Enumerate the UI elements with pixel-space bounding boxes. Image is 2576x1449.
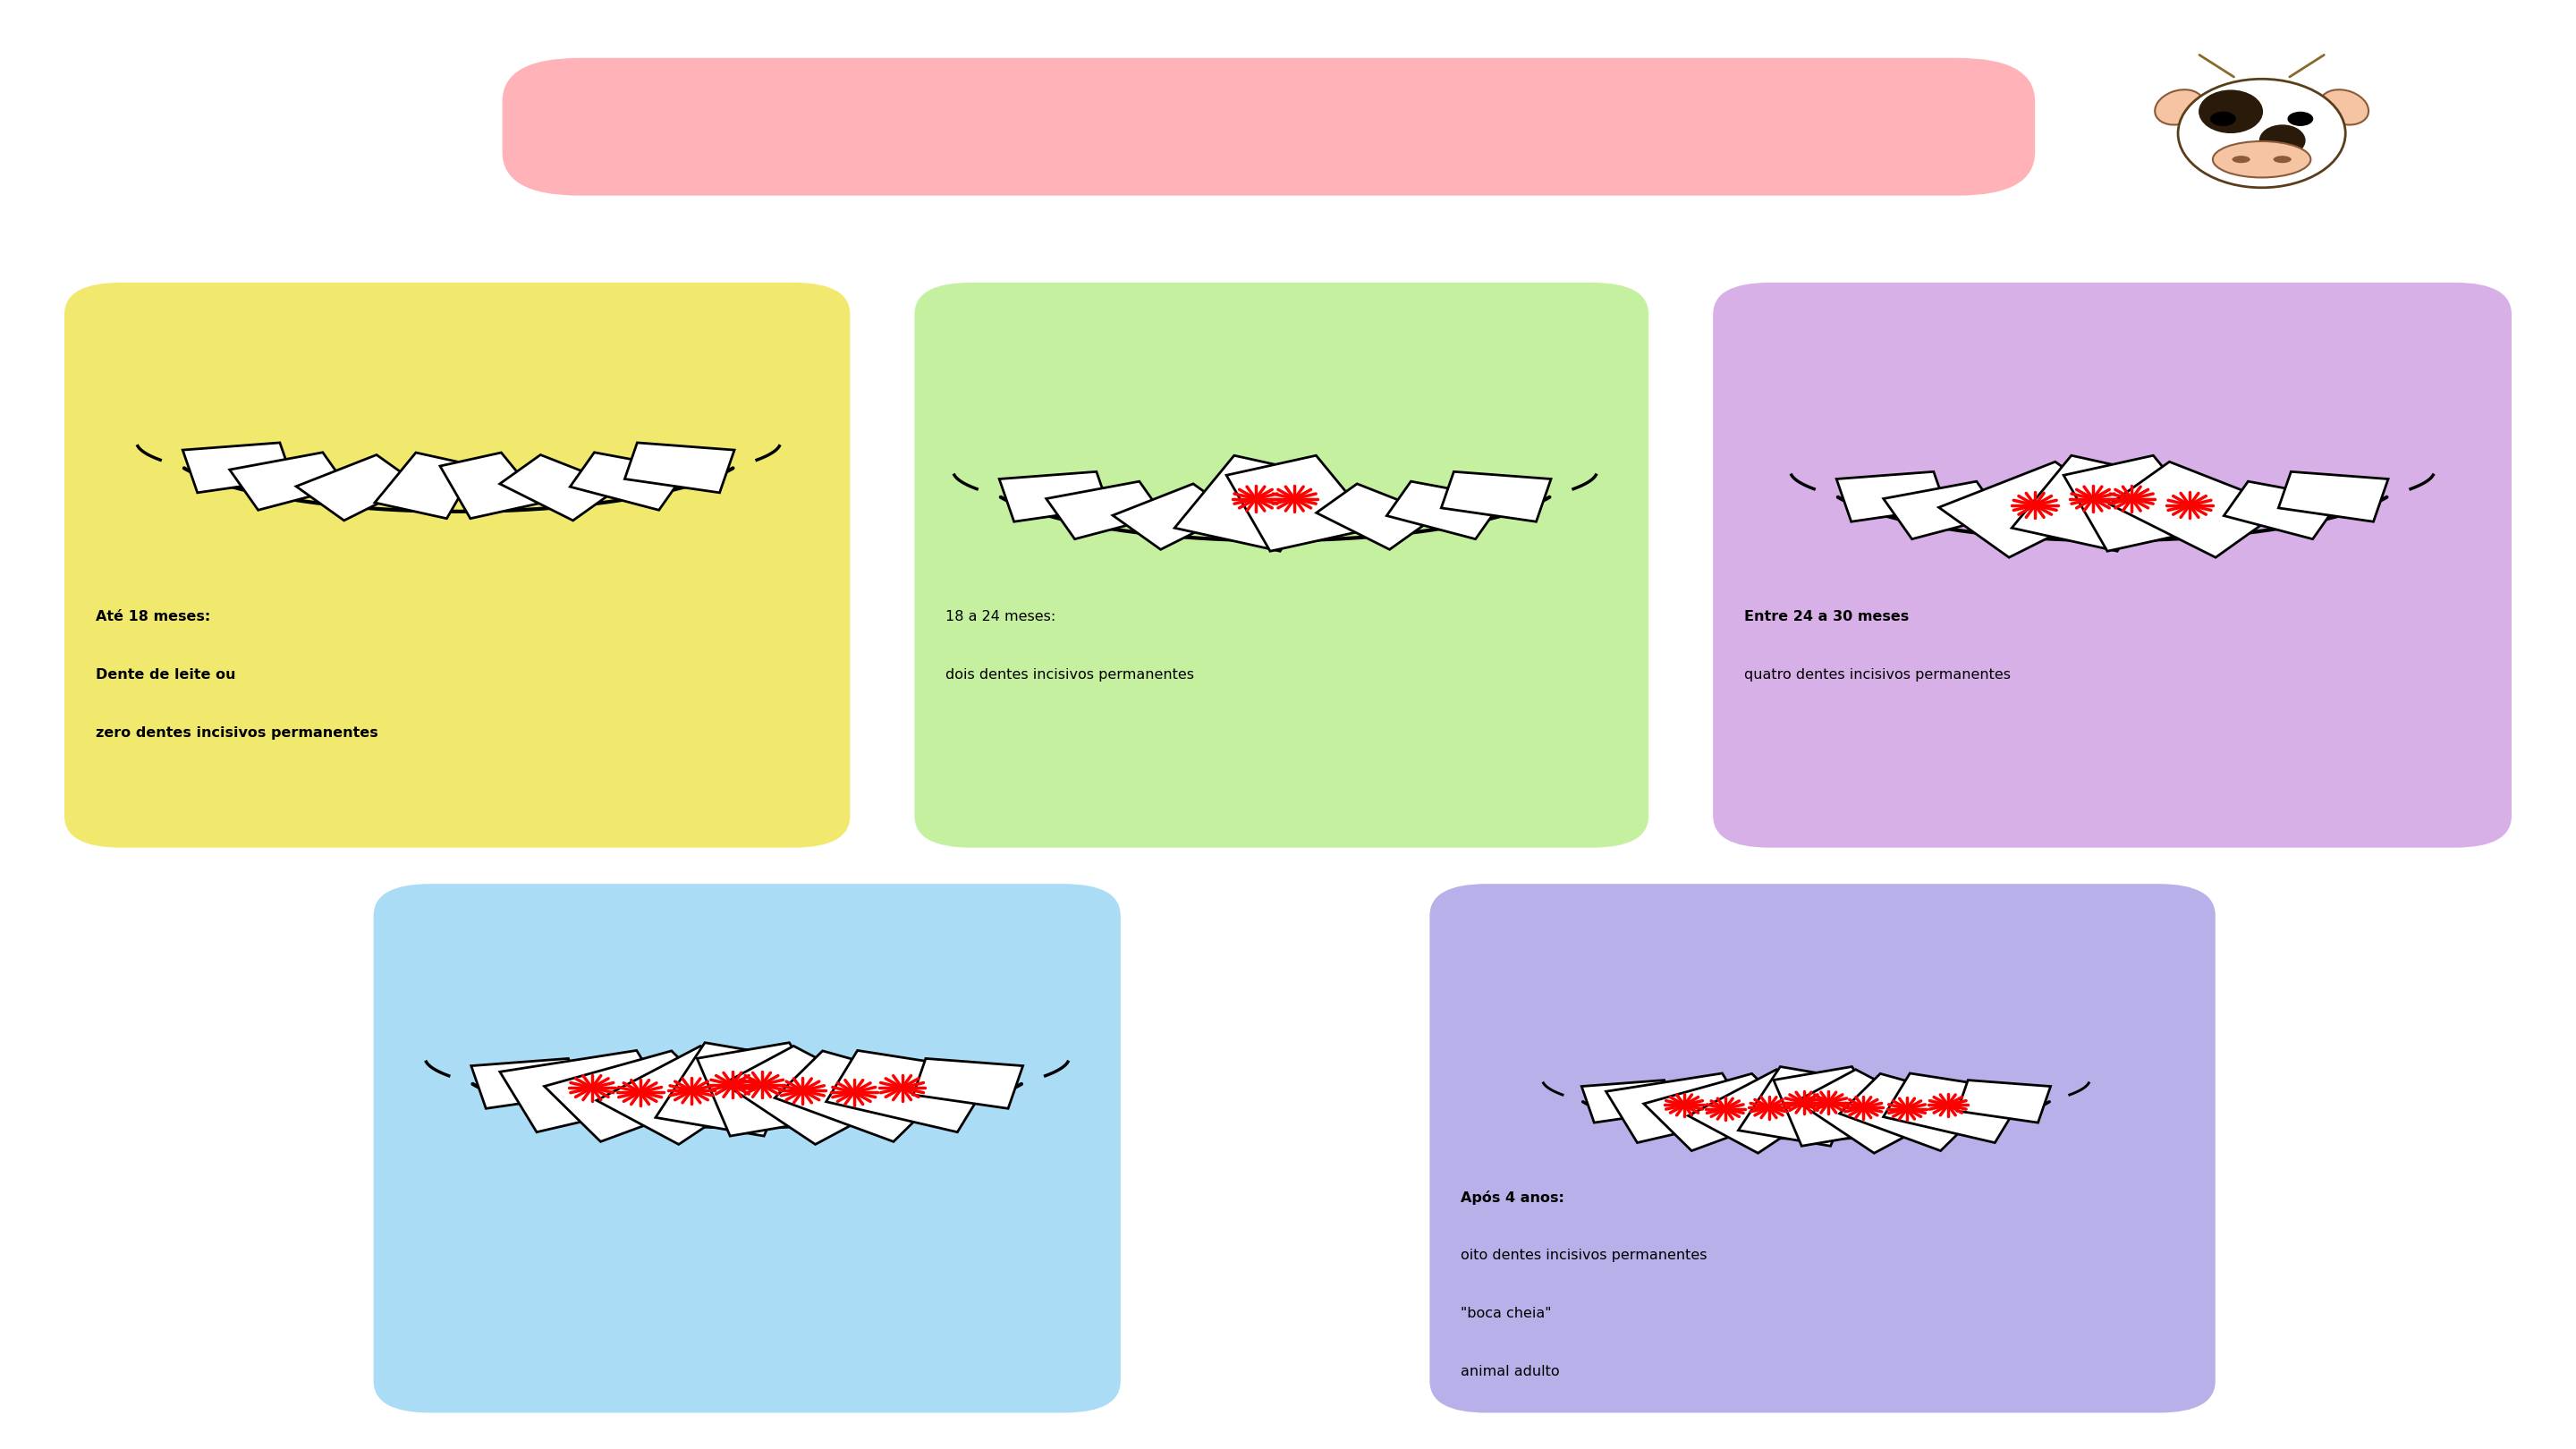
Ellipse shape xyxy=(2179,78,2344,187)
PathPatch shape xyxy=(775,1051,951,1142)
PathPatch shape xyxy=(2223,481,2342,539)
PathPatch shape xyxy=(2277,472,2388,522)
Ellipse shape xyxy=(2231,156,2251,164)
Text: Dente de leite ou: Dente de leite ou xyxy=(95,668,234,681)
PathPatch shape xyxy=(1316,484,1437,549)
PathPatch shape xyxy=(296,455,417,520)
PathPatch shape xyxy=(1440,472,1551,522)
PathPatch shape xyxy=(827,1051,994,1132)
Ellipse shape xyxy=(2272,156,2293,164)
Text: Até 18 meses:: Até 18 meses: xyxy=(95,610,211,623)
PathPatch shape xyxy=(569,452,688,510)
PathPatch shape xyxy=(912,1059,1023,1108)
PathPatch shape xyxy=(1958,1080,2050,1123)
PathPatch shape xyxy=(1113,484,1234,549)
Text: animal adulto: animal adulto xyxy=(1461,1365,1558,1378)
Ellipse shape xyxy=(2259,125,2306,156)
PathPatch shape xyxy=(374,452,477,519)
PathPatch shape xyxy=(2012,455,2161,551)
PathPatch shape xyxy=(598,1046,770,1145)
PathPatch shape xyxy=(1046,481,1164,539)
PathPatch shape xyxy=(2110,462,2285,558)
Text: "boca cheia": "boca cheia" xyxy=(1461,1307,1551,1320)
Ellipse shape xyxy=(2213,142,2311,178)
PathPatch shape xyxy=(1605,1074,1749,1143)
Ellipse shape xyxy=(2156,90,2202,125)
PathPatch shape xyxy=(440,452,544,519)
Text: Entre 24 a 30 meses: Entre 24 a 30 meses xyxy=(1744,610,1909,623)
FancyBboxPatch shape xyxy=(914,283,1649,848)
PathPatch shape xyxy=(1175,455,1324,551)
PathPatch shape xyxy=(654,1043,796,1136)
PathPatch shape xyxy=(1739,1066,1860,1146)
PathPatch shape xyxy=(698,1043,840,1136)
PathPatch shape xyxy=(1582,1080,1674,1123)
Text: 18 a 24 meses:: 18 a 24 meses: xyxy=(945,610,1056,623)
FancyBboxPatch shape xyxy=(64,283,850,848)
PathPatch shape xyxy=(500,1051,667,1132)
PathPatch shape xyxy=(1386,481,1504,539)
Text: zero dentes incisivos permanentes: zero dentes incisivos permanentes xyxy=(95,726,379,739)
FancyBboxPatch shape xyxy=(374,884,1121,1413)
Ellipse shape xyxy=(2321,90,2367,125)
Text: oito dentes incisivos permanentes: oito dentes incisivos permanentes xyxy=(1461,1249,1708,1262)
Text: dois dentes incisivos permanentes: dois dentes incisivos permanentes xyxy=(945,668,1195,681)
Ellipse shape xyxy=(2287,112,2313,126)
PathPatch shape xyxy=(1795,1069,1945,1153)
PathPatch shape xyxy=(2063,455,2213,551)
FancyBboxPatch shape xyxy=(1430,884,2215,1413)
PathPatch shape xyxy=(1687,1069,1837,1153)
PathPatch shape xyxy=(183,443,294,493)
FancyBboxPatch shape xyxy=(1713,283,2512,848)
PathPatch shape xyxy=(1643,1074,1793,1151)
PathPatch shape xyxy=(500,455,621,520)
PathPatch shape xyxy=(1837,472,1947,522)
PathPatch shape xyxy=(1940,462,2115,558)
PathPatch shape xyxy=(623,443,734,493)
PathPatch shape xyxy=(1226,455,1376,551)
PathPatch shape xyxy=(1883,481,2002,539)
PathPatch shape xyxy=(229,452,348,510)
PathPatch shape xyxy=(471,1059,582,1108)
Ellipse shape xyxy=(2210,112,2236,126)
Text: quatro dentes incisivos permanentes: quatro dentes incisivos permanentes xyxy=(1744,668,2009,681)
PathPatch shape xyxy=(999,472,1110,522)
PathPatch shape xyxy=(1883,1074,2027,1143)
FancyBboxPatch shape xyxy=(502,58,2035,196)
Text: Após 4 anos:: Após 4 anos: xyxy=(1461,1191,1564,1206)
PathPatch shape xyxy=(724,1046,896,1145)
PathPatch shape xyxy=(1772,1066,1893,1146)
PathPatch shape xyxy=(544,1051,719,1142)
PathPatch shape xyxy=(1839,1074,1989,1151)
Ellipse shape xyxy=(2200,90,2264,133)
